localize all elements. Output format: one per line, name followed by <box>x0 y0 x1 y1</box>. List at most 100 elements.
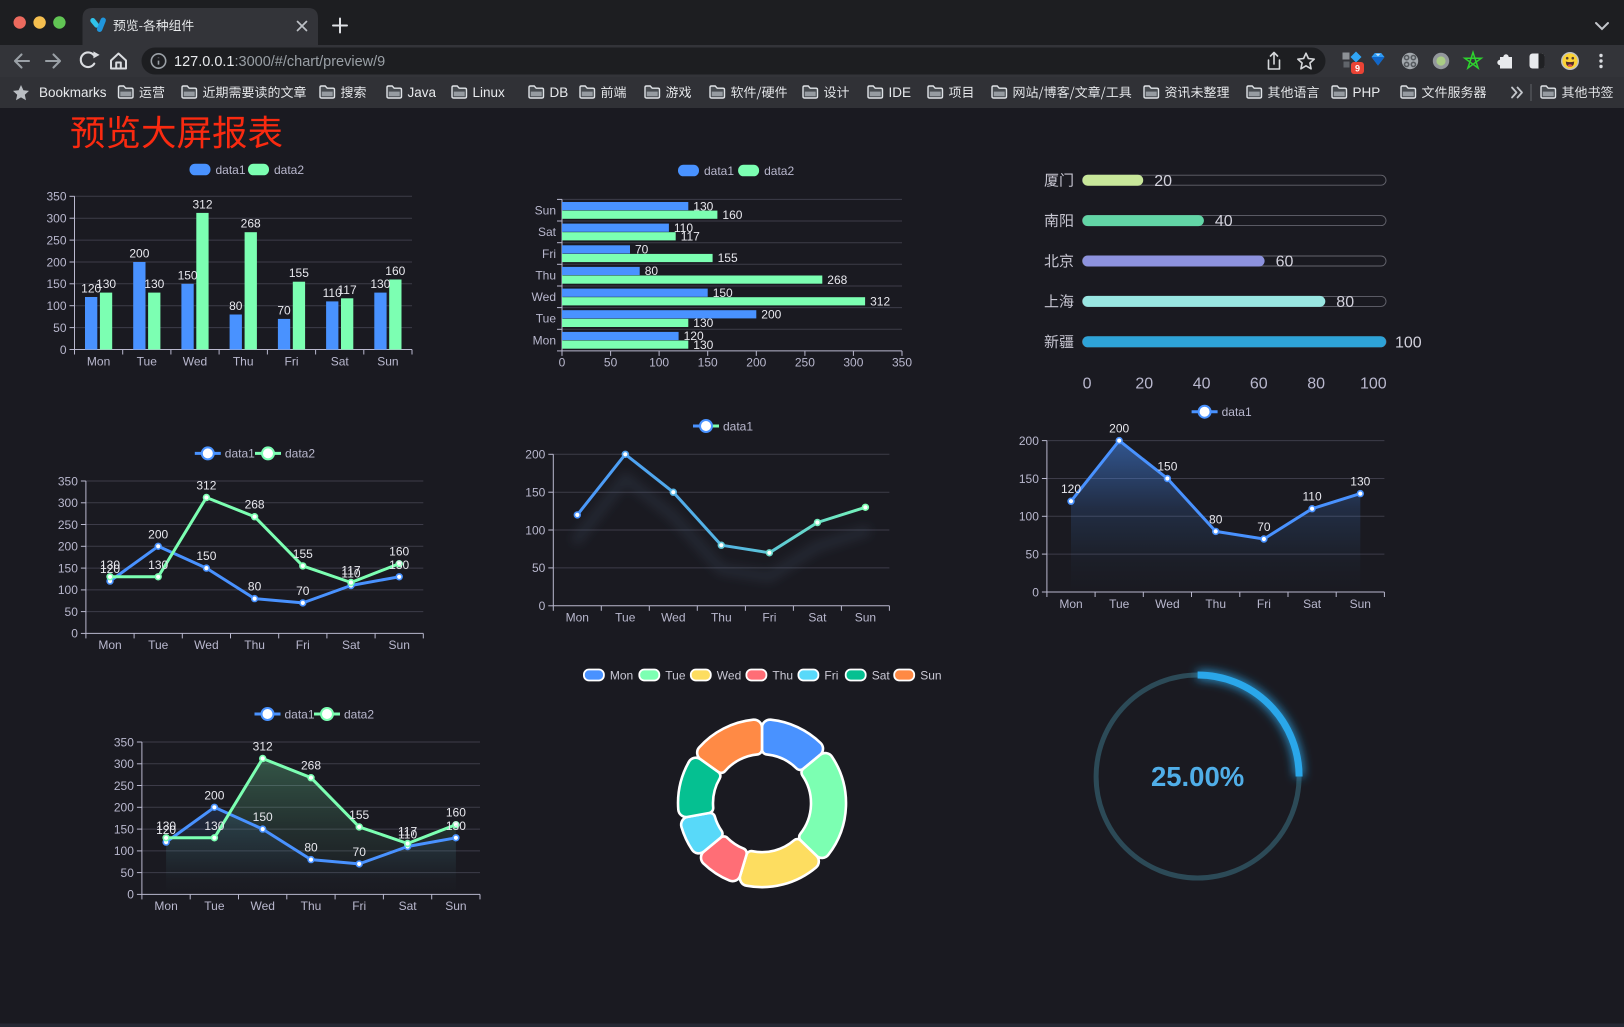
svg-text:250: 250 <box>46 233 66 247</box>
svg-text:Fri: Fri <box>296 638 310 652</box>
svg-text:100: 100 <box>58 583 78 597</box>
svg-text:20: 20 <box>1135 376 1153 393</box>
svg-text:Sat: Sat <box>872 668 891 682</box>
svg-text:Sun: Sun <box>855 611 876 625</box>
svg-text:60: 60 <box>1250 376 1268 393</box>
svg-text:0: 0 <box>559 356 566 370</box>
svg-text:50: 50 <box>1026 547 1040 561</box>
svg-text:0: 0 <box>71 627 78 641</box>
svg-text:25.00%: 25.00% <box>1151 761 1244 792</box>
svg-text:Mon: Mon <box>1059 597 1082 611</box>
svg-text:268: 268 <box>241 217 261 231</box>
svg-text:200: 200 <box>46 255 66 269</box>
svg-text:100: 100 <box>1019 510 1039 524</box>
svg-text:Sun: Sun <box>535 204 556 218</box>
svg-text:0: 0 <box>1083 376 1092 393</box>
svg-text:150: 150 <box>1157 460 1177 474</box>
svg-text:70: 70 <box>1257 520 1271 534</box>
svg-text:110: 110 <box>341 567 360 581</box>
svg-text:data1: data1 <box>704 164 734 178</box>
svg-text:120: 120 <box>156 823 176 837</box>
svg-text:Thu: Thu <box>772 668 793 682</box>
svg-text:Mon: Mon <box>154 899 177 913</box>
svg-text:50: 50 <box>121 866 135 880</box>
svg-text:70: 70 <box>353 845 367 859</box>
svg-text:Sat: Sat <box>331 354 350 368</box>
svg-text:data1: data1 <box>285 707 315 721</box>
svg-text:Fri: Fri <box>762 611 776 625</box>
svg-text:Tue: Tue <box>137 354 158 368</box>
svg-text:350: 350 <box>114 735 134 749</box>
svg-text:200: 200 <box>129 247 149 261</box>
svg-text:Sat: Sat <box>399 899 418 913</box>
svg-text:PHP: PHP <box>1353 85 1381 100</box>
svg-text:130: 130 <box>148 558 168 572</box>
svg-text:110: 110 <box>1303 490 1322 504</box>
svg-text:40: 40 <box>1215 213 1233 230</box>
svg-text:350: 350 <box>46 190 66 204</box>
svg-text:Mon: Mon <box>610 668 633 682</box>
svg-text:data1: data1 <box>225 447 255 461</box>
svg-text:117: 117 <box>681 230 700 244</box>
svg-text:80: 80 <box>304 841 318 855</box>
svg-text:200: 200 <box>1109 422 1129 436</box>
svg-text:200: 200 <box>746 356 766 370</box>
svg-text:50: 50 <box>532 561 546 575</box>
svg-text:Wed: Wed <box>717 668 741 682</box>
svg-text:200: 200 <box>58 540 78 554</box>
svg-text:130: 130 <box>1350 475 1370 489</box>
svg-text:data2: data2 <box>285 447 315 461</box>
svg-text:50: 50 <box>53 321 67 335</box>
svg-text:100: 100 <box>114 844 134 858</box>
svg-text:150: 150 <box>253 810 273 824</box>
svg-text:Sat: Sat <box>808 611 827 625</box>
svg-text:350: 350 <box>892 356 912 370</box>
svg-text:300: 300 <box>46 212 66 226</box>
svg-text:Wed: Wed <box>532 290 556 304</box>
svg-text:Linux: Linux <box>473 85 506 100</box>
svg-text:300: 300 <box>58 496 78 510</box>
svg-text:Tue: Tue <box>665 668 686 682</box>
svg-text:data2: data2 <box>764 164 794 178</box>
svg-text:150: 150 <box>698 356 718 370</box>
svg-text:250: 250 <box>58 518 78 532</box>
svg-text:Mon: Mon <box>98 638 121 652</box>
svg-text:100: 100 <box>1395 334 1422 351</box>
svg-text:120: 120 <box>684 329 704 343</box>
svg-text:Bookmarks: Bookmarks <box>39 85 107 100</box>
svg-text:150: 150 <box>178 268 198 282</box>
svg-text:300: 300 <box>843 356 863 370</box>
svg-text:Mon: Mon <box>533 333 556 347</box>
svg-text:312: 312 <box>192 197 212 211</box>
svg-text:data1: data1 <box>1222 405 1252 419</box>
svg-text:160: 160 <box>385 264 405 278</box>
svg-text:150: 150 <box>58 561 78 575</box>
svg-text:155: 155 <box>349 808 369 822</box>
svg-text:200: 200 <box>525 448 545 462</box>
svg-text:data2: data2 <box>344 707 374 721</box>
svg-text:Tue: Tue <box>1109 597 1130 611</box>
svg-text:Wed: Wed <box>194 638 218 652</box>
svg-text:DB: DB <box>550 85 569 100</box>
svg-text:Thu: Thu <box>535 268 556 282</box>
svg-text:Wed: Wed <box>250 899 274 913</box>
svg-text:Wed: Wed <box>661 611 685 625</box>
svg-text:Mon: Mon <box>87 354 110 368</box>
svg-text:110: 110 <box>398 828 417 842</box>
svg-text:160: 160 <box>389 545 409 559</box>
svg-text:100: 100 <box>1360 376 1387 393</box>
svg-text:40: 40 <box>1193 376 1211 393</box>
svg-text:127.0.0.1:3000/#/chart/preview: 127.0.0.1:3000/#/chart/preview/9 <box>174 54 385 70</box>
svg-text:300: 300 <box>114 757 134 771</box>
svg-text:Thu: Thu <box>711 611 732 625</box>
svg-text:Fri: Fri <box>1257 597 1271 611</box>
svg-text:100: 100 <box>525 523 545 537</box>
svg-text:data1: data1 <box>216 163 246 177</box>
svg-text:268: 268 <box>827 273 847 287</box>
svg-text:130: 130 <box>204 819 224 833</box>
svg-text:120: 120 <box>100 562 120 576</box>
svg-text:Sat: Sat <box>1303 597 1322 611</box>
svg-text:Wed: Wed <box>183 354 207 368</box>
svg-text:350: 350 <box>58 474 78 488</box>
svg-text:Mon: Mon <box>566 611 589 625</box>
